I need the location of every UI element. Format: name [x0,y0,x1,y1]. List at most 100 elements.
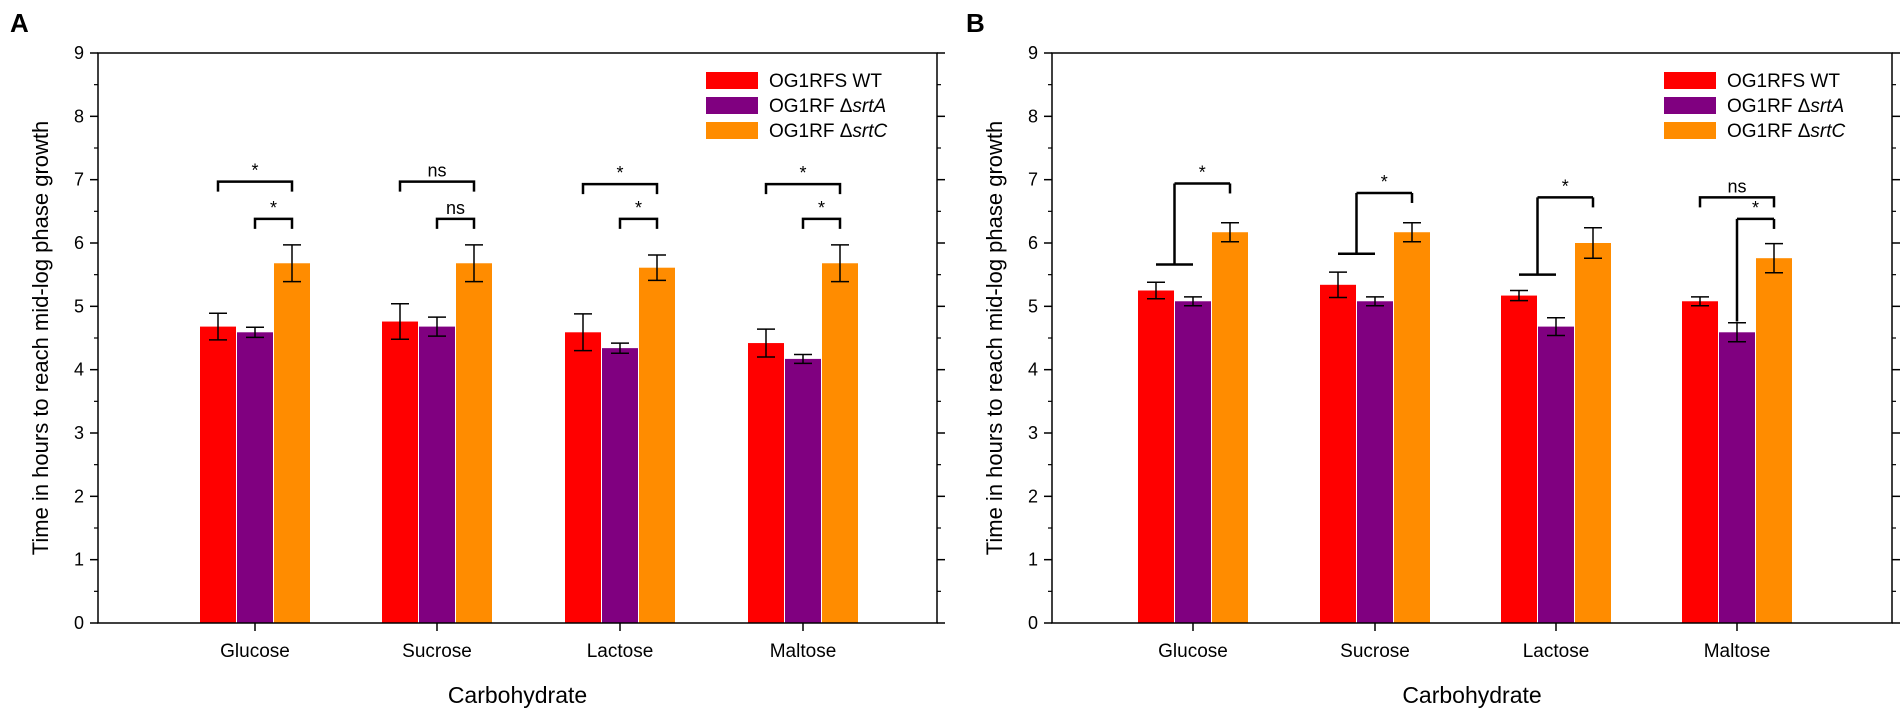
bar [1538,326,1574,623]
bar [1357,301,1393,623]
significance-label: * [635,198,642,218]
y-tick-label: 4 [1028,360,1038,380]
bar [1756,258,1792,623]
significance-label: * [616,163,623,183]
significance-label: * [818,198,825,218]
significance-label: ns [427,161,446,181]
legend-label: OG1RF ΔsrtC [769,121,888,142]
legend-label: OG1RFS WT [769,71,882,92]
legend-label: OG1RF ΔsrtC [1727,121,1846,142]
bar [565,332,601,623]
significance-label: ns [446,198,465,218]
legend-label: OG1RF ΔsrtA [769,96,886,117]
x-tick-label: Maltose [770,641,837,662]
legend-label-prefix: OG1RF Δ [1727,96,1811,117]
significance-bracket [801,217,842,229]
legend-label-prefix: OG1RFS WT [769,71,882,92]
legend-swatch [706,122,758,139]
y-tick-label: 3 [1028,423,1038,443]
y-tick-label: 1 [1028,550,1038,570]
bar [1575,243,1611,623]
significance-label: * [1752,198,1759,218]
bar [1394,232,1430,623]
significance-label: * [251,161,258,181]
bar [1320,284,1356,623]
bar [237,332,273,623]
bar [822,263,858,623]
bar [382,321,418,623]
bar [419,326,455,623]
x-tick-label: Glucose [1158,641,1228,662]
y-tick-label: 4 [74,360,84,380]
significance-bracket [253,217,294,229]
legend-label-prefix: OG1RF Δ [769,96,853,117]
significance-bracket [764,182,842,195]
bar [1719,332,1755,623]
y-tick-label: 2 [1028,486,1038,506]
significance-bracket [216,180,294,192]
significance-bracket [398,180,476,192]
y-tick-label: 7 [1028,170,1038,190]
legend-label: OG1RF ΔsrtA [1727,96,1844,117]
y-tick-label: 9 [74,43,84,63]
y-tick-label: 6 [74,233,84,253]
significance-label: * [270,198,277,218]
x-tick-label: Sucrose [1340,641,1410,662]
significance-label: * [1199,162,1206,182]
x-tick-label: Lactose [587,641,654,662]
significance-bracket [1698,196,1776,208]
legend-swatch [1664,122,1716,139]
significance-label: * [1562,176,1569,196]
panel-label: B [966,8,985,38]
significance-label: ns [1727,176,1746,196]
legend-swatch [706,72,758,89]
legend-label-italic: srtA [852,96,886,117]
y-tick-label: 5 [1028,296,1038,316]
bar [1138,290,1174,623]
bar [274,263,310,623]
x-axis-title: Carbohydrate [1402,682,1541,708]
bar [1501,295,1537,623]
y-tick-label: 6 [1028,233,1038,253]
bar [785,358,821,623]
y-tick-label: 0 [1028,613,1038,633]
bar [602,348,638,623]
significance-label: * [799,163,806,183]
bar [748,343,784,623]
y-tick-label: 0 [74,613,84,633]
x-tick-label: Glucose [220,641,290,662]
legend-label-prefix: OG1RFS WT [1727,71,1840,92]
legend-label: OG1RFS WT [1727,71,1840,92]
y-tick-label: 2 [74,486,84,506]
legend-label-prefix: OG1RF Δ [1727,121,1811,142]
legend-label-italic: srtC [852,121,887,142]
legend-label-prefix: OG1RF Δ [769,121,853,142]
y-tick-label: 9 [1028,43,1038,63]
y-axis-title: Time in hours to reach mid-log phase gro… [28,121,53,556]
legend-swatch [1664,97,1716,114]
x-axis-title: Carbohydrate [448,682,587,708]
legend-label-italic: srtC [1810,121,1845,142]
x-tick-label: Maltose [1704,641,1771,662]
panel-label: A [10,8,29,38]
y-tick-label: 8 [74,106,84,126]
legend-label-italic: srtA [1810,96,1844,117]
y-tick-label: 7 [74,170,84,190]
bar [456,263,492,623]
y-axis-title: Time in hours to reach mid-log phase gro… [982,121,1007,556]
legend-swatch [706,97,758,114]
bar [1175,301,1211,623]
significance-bracket [435,217,476,229]
significance-bracket [581,182,659,195]
bar [1212,232,1248,623]
y-tick-label: 1 [74,550,84,570]
y-tick-label: 8 [1028,106,1038,126]
significance-label: * [1381,172,1388,192]
bar [1682,301,1718,623]
panel-b: B * * * ns * 0 1 2 3 4 5 6 7 8 9 Glucose Sucrose Lactose Ma… [966,8,1900,708]
x-tick-label: Sucrose [402,641,472,662]
y-tick-label: 5 [74,296,84,316]
bar [200,326,236,623]
y-tick-label: 3 [74,423,84,443]
